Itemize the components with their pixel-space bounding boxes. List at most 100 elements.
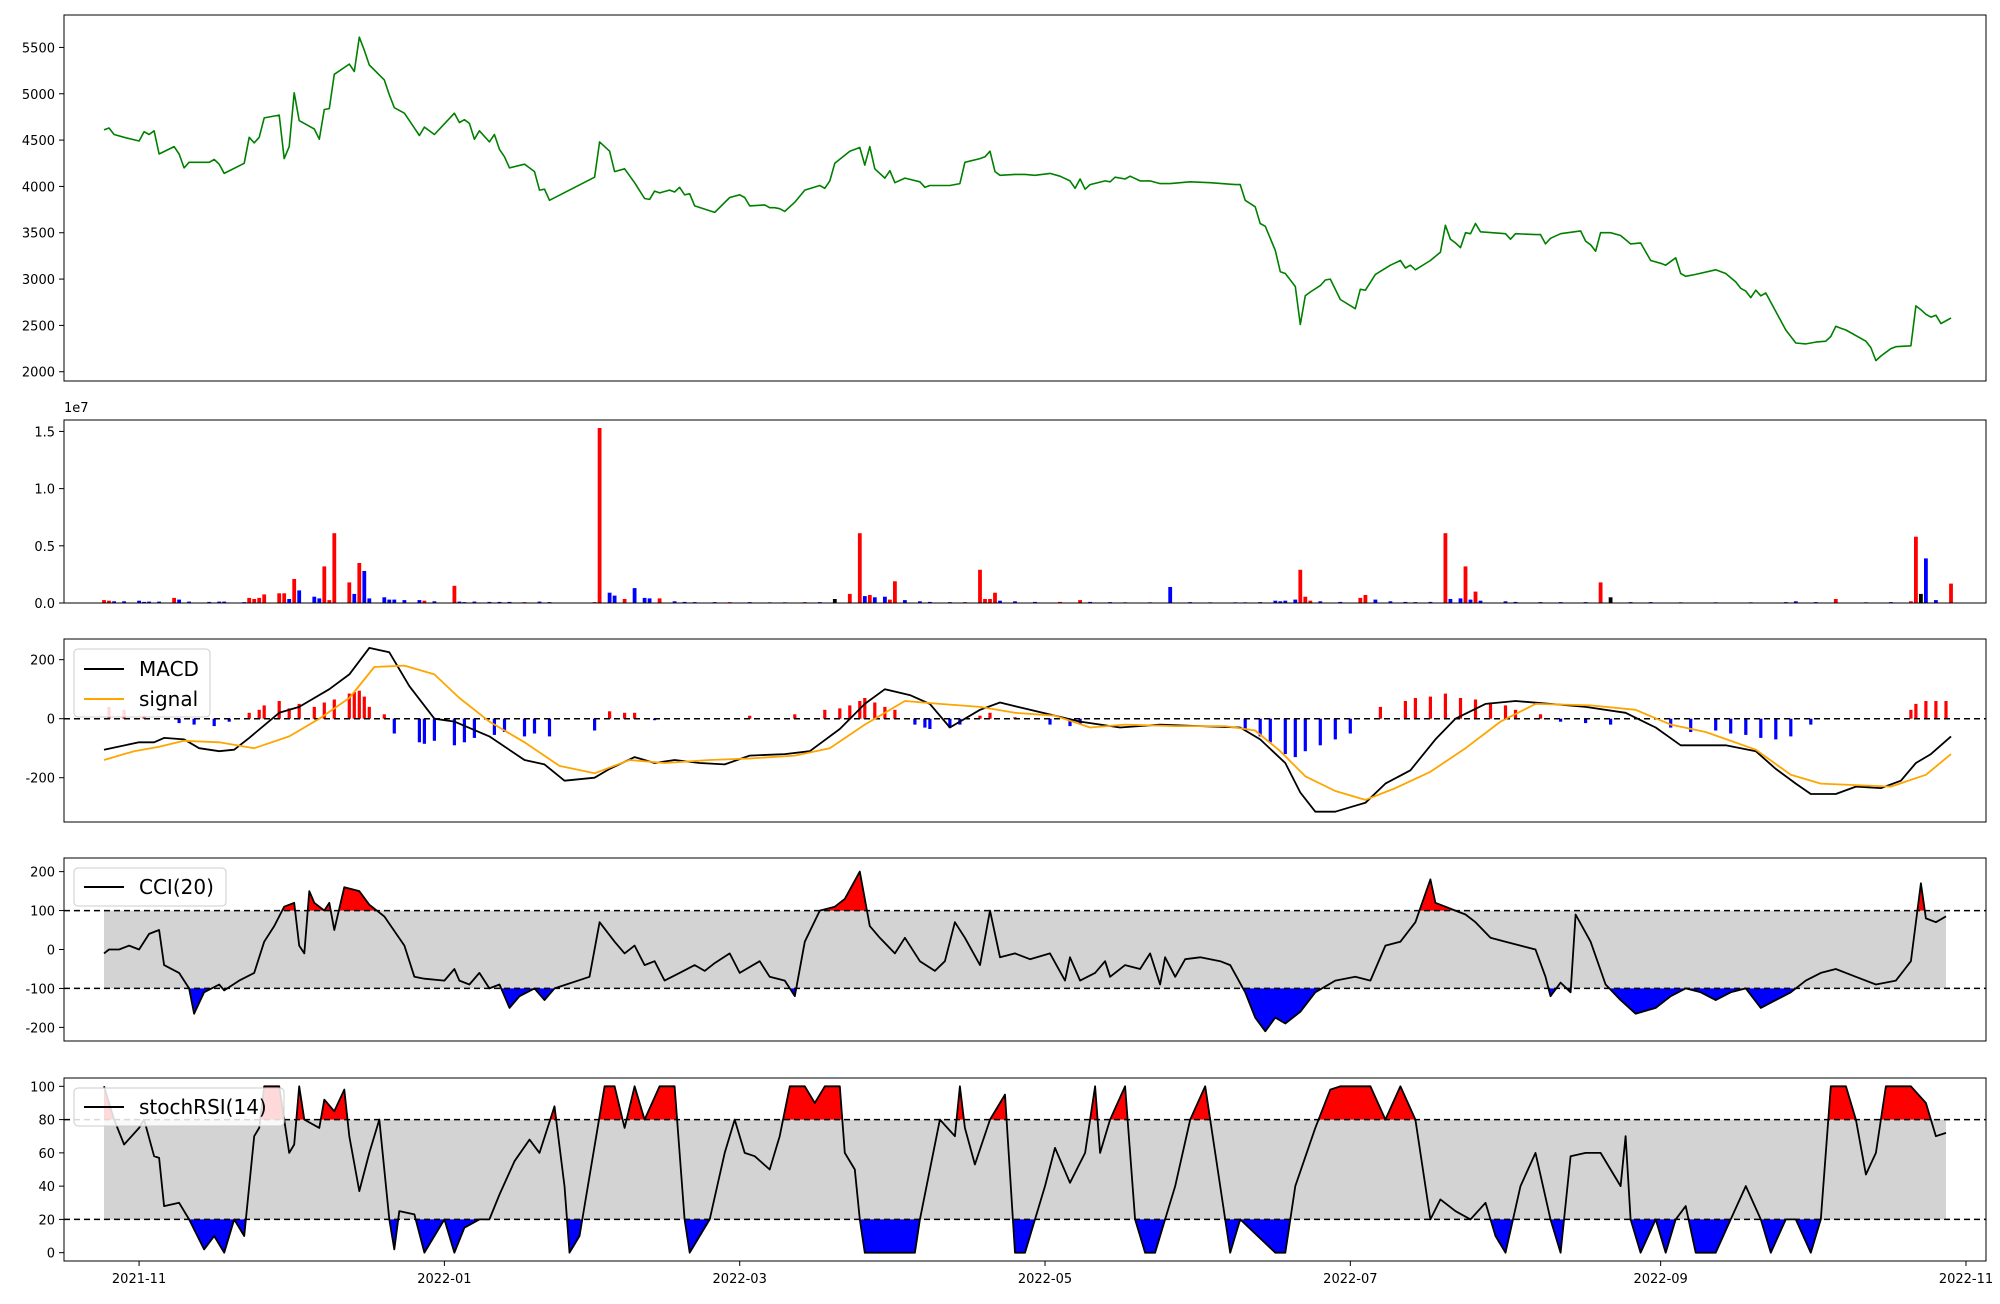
volume-bar bbox=[287, 599, 292, 603]
volume-bar bbox=[597, 428, 602, 603]
volume-bar bbox=[147, 601, 151, 603]
volume-bar bbox=[332, 533, 337, 603]
volume-bar bbox=[893, 581, 897, 603]
volume-bar bbox=[867, 595, 872, 603]
macd-ytick-label: 200 bbox=[30, 654, 55, 669]
volume-bar bbox=[1283, 600, 1288, 603]
macd-histogram-bar bbox=[928, 718, 932, 729]
macd-histogram-bar bbox=[1458, 698, 1463, 719]
volume-ytick-label: 1.0 bbox=[34, 483, 55, 498]
macd-histogram-bar bbox=[1609, 718, 1613, 725]
volume-bar bbox=[1088, 601, 1092, 603]
volume-bar bbox=[1058, 601, 1062, 603]
macd-histogram-bar bbox=[978, 715, 982, 719]
macd-histogram-bar bbox=[623, 712, 627, 719]
cci-ytick-label: 0 bbox=[47, 944, 55, 959]
volume-bar bbox=[257, 597, 262, 603]
stoch_rsi-oversold-fill bbox=[1795, 1219, 1821, 1253]
cci-overbought-fill bbox=[282, 902, 296, 911]
volume-bar bbox=[142, 601, 146, 603]
price-ytick-label: 2500 bbox=[22, 319, 55, 334]
macd-histogram-bar bbox=[1584, 718, 1588, 724]
macd-histogram-bar bbox=[633, 712, 637, 719]
signal-line bbox=[103, 664, 1952, 801]
macd-histogram-bar bbox=[297, 703, 301, 719]
volume-bar bbox=[918, 601, 922, 603]
volume-bar bbox=[487, 601, 492, 603]
volume-bar bbox=[862, 596, 867, 603]
macd-histogram-bar bbox=[1403, 701, 1407, 719]
volume-bar bbox=[422, 600, 427, 603]
macd-histogram-bar bbox=[502, 718, 507, 732]
volume-bar bbox=[282, 593, 287, 603]
volume-bar bbox=[297, 590, 302, 603]
volume-bar bbox=[317, 598, 322, 603]
macd-histogram-bar bbox=[1909, 709, 1913, 719]
volume-panel: 0.0 0.5 1.0 1.5 1e7 bbox=[34, 401, 1987, 612]
volume-bar bbox=[252, 599, 257, 603]
volume-bar bbox=[1458, 598, 1463, 603]
volume-bar bbox=[1503, 601, 1508, 603]
volume-bar bbox=[367, 598, 372, 603]
stoch_rsi-oversold-fill bbox=[1225, 1219, 1241, 1253]
macd-histogram-bar bbox=[472, 718, 476, 738]
macd-histogram-bar bbox=[212, 718, 216, 727]
macd-legend-label: MACD bbox=[139, 657, 199, 681]
macd-histogram-bar bbox=[823, 709, 827, 719]
cci-legend: CCI(20) bbox=[73, 867, 227, 907]
cci-oversold-fill bbox=[1609, 988, 1686, 1014]
xtick-label: 2022-05 bbox=[1018, 1272, 1072, 1287]
volume-bar bbox=[1273, 600, 1278, 603]
stoch_rsi-oversold-fill bbox=[1012, 1219, 1035, 1253]
volume-bar bbox=[857, 533, 862, 603]
macd-histogram-bar bbox=[1689, 718, 1693, 732]
cci-neutral-band bbox=[104, 910, 1946, 989]
stoch_rsi-overbought-fill bbox=[1190, 1086, 1211, 1120]
signal-legend-label: signal bbox=[139, 687, 198, 711]
volume-bar bbox=[928, 601, 932, 603]
volume-bar bbox=[1298, 569, 1303, 603]
volume-bar bbox=[1403, 601, 1408, 603]
volume-bar bbox=[322, 566, 327, 603]
macd-histogram-bar bbox=[948, 718, 952, 728]
macd-histogram-bar bbox=[1789, 718, 1793, 737]
volume-bar bbox=[1448, 599, 1453, 603]
volume-bar bbox=[222, 601, 227, 603]
volume-bar bbox=[632, 588, 637, 603]
cci-legend-box bbox=[73, 867, 227, 907]
price-ytick-label: 5500 bbox=[22, 41, 55, 56]
macd-histogram-bar bbox=[838, 708, 842, 719]
price-plot-area bbox=[64, 15, 1986, 381]
stoch_rsi-ytick-label: 40 bbox=[38, 1180, 55, 1195]
volume-bar bbox=[247, 597, 252, 603]
stoch_rsi-legend: stochRSI(14) bbox=[73, 1087, 285, 1127]
stoch_rsi-oversold-fill bbox=[389, 1219, 399, 1250]
macd-histogram-bar bbox=[367, 706, 371, 719]
macd-histogram-bar bbox=[863, 698, 867, 719]
macd-histogram-bar bbox=[1318, 718, 1322, 746]
volume-bar bbox=[137, 600, 141, 603]
cci-oversold-fill bbox=[1745, 988, 1796, 1008]
macd-histogram-bar bbox=[1488, 702, 1493, 719]
stoch_rsi-neutral-band bbox=[104, 1119, 1946, 1220]
macd-histogram-bar bbox=[352, 692, 356, 719]
cci-oversold-fill bbox=[534, 988, 555, 1001]
macd-histogram-bar bbox=[1413, 698, 1417, 719]
macd-histogram-bar bbox=[1503, 705, 1508, 719]
price-ytick-label: 4000 bbox=[22, 180, 55, 195]
cci-overbought-fill bbox=[338, 887, 377, 911]
stoch_rsi-oversold-fill bbox=[444, 1219, 480, 1253]
volume-bar bbox=[537, 601, 542, 603]
macd-legend: MACD signal bbox=[73, 648, 211, 718]
stoch_rsi-overbought-fill bbox=[644, 1086, 678, 1120]
macd-histogram-bar bbox=[177, 718, 181, 724]
volume-bar bbox=[417, 600, 422, 603]
macd-histogram-bar bbox=[653, 718, 657, 721]
volume-bar bbox=[1303, 596, 1308, 603]
macd-histogram-bar bbox=[1268, 718, 1272, 743]
volume-bar bbox=[1318, 601, 1323, 603]
volume-bar bbox=[187, 601, 191, 603]
stoch_rsi-frame bbox=[63, 1077, 1987, 1262]
volume-bar bbox=[392, 599, 397, 603]
